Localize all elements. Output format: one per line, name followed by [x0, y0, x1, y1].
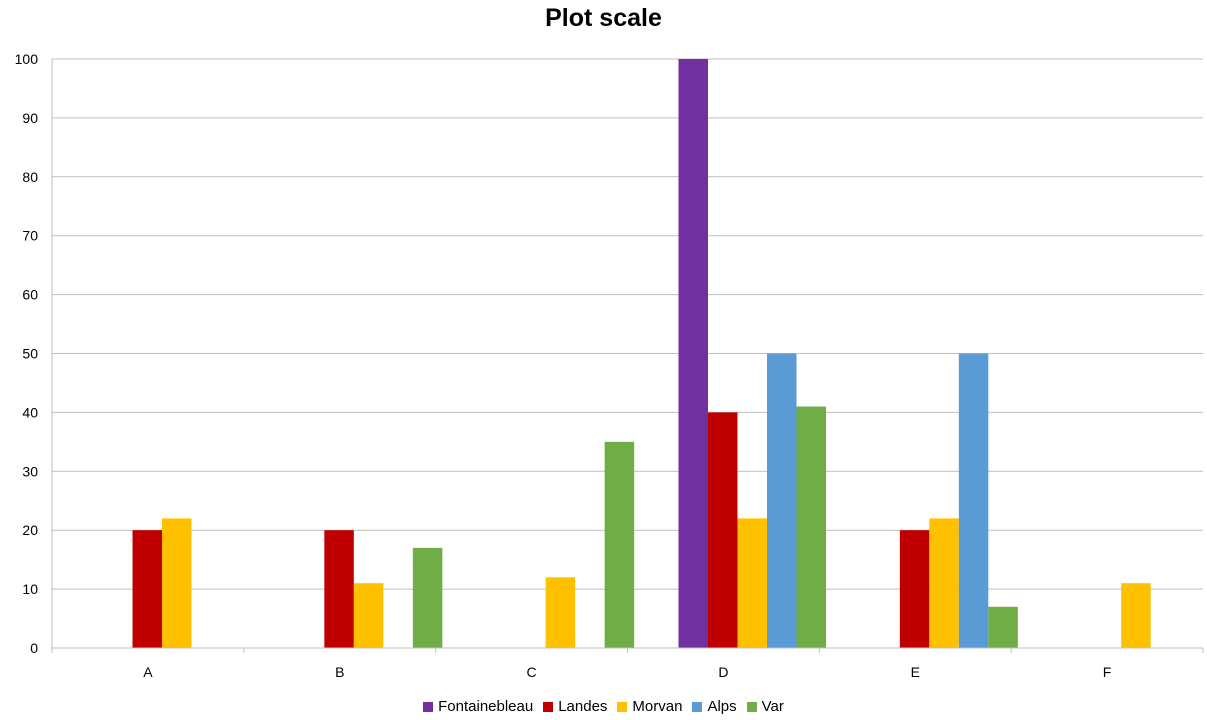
bar-landes-a: [132, 530, 162, 648]
y-tick-label: 60: [22, 287, 38, 303]
legend-item: Morvan: [617, 698, 682, 715]
bar-var-d: [796, 406, 826, 648]
legend-label: Landes: [558, 698, 608, 715]
y-tick-label: 100: [15, 51, 39, 67]
legend-swatch: [543, 701, 554, 712]
bar-morvan-f: [1121, 583, 1151, 648]
bar-morvan-b: [353, 583, 384, 648]
legend-item: Fontainebleau: [423, 698, 533, 715]
x-tick-label: C: [527, 664, 537, 680]
legend-swatch: [423, 701, 434, 712]
bar-morvan-c: [545, 577, 576, 648]
y-tick-label: 80: [22, 169, 38, 185]
y-tick-label: 90: [22, 110, 38, 126]
bar-alps-e: [958, 353, 989, 648]
legend-label: Var: [761, 698, 784, 715]
x-tick-label: D: [718, 664, 728, 680]
bar-landes-e: [899, 530, 930, 648]
y-tick-label: 40: [22, 404, 38, 420]
y-tick-label: 70: [22, 228, 38, 244]
bar-landes-d: [708, 412, 738, 648]
x-tick-label: F: [1103, 664, 1112, 680]
x-tick-label: E: [911, 664, 920, 680]
legend-label: Alps: [707, 698, 737, 715]
bar-var-c: [604, 441, 635, 648]
x-tick-label: B: [335, 664, 344, 680]
y-tick-label: 10: [22, 581, 38, 597]
legend-swatch: [617, 701, 628, 712]
legend-item: Landes: [543, 698, 607, 715]
legend: Fontainebleau Landes Morvan Alps Var: [0, 698, 1207, 715]
legend-item: Var: [746, 698, 784, 715]
bar-var-e: [988, 606, 1018, 648]
legend-label: Morvan: [632, 698, 683, 715]
bar-landes-b: [324, 530, 354, 648]
bar-var-b: [412, 547, 443, 648]
bar-morvan-d: [737, 518, 767, 648]
legend-label: Fontainebleau: [438, 698, 534, 715]
bar-morvan-e: [929, 518, 959, 648]
bar-morvan-a: [162, 518, 192, 648]
bar-alps-d: [767, 353, 797, 648]
legend-swatch: [746, 701, 757, 712]
legend-item: Alps: [692, 698, 737, 715]
x-tick-label: A: [143, 664, 153, 680]
bar-fontainebleau-d: [678, 59, 708, 648]
chart-title: Plot scale: [545, 4, 662, 32]
legend-swatch: [692, 701, 703, 712]
y-tick-label: 0: [30, 640, 38, 656]
y-tick-label: 50: [22, 346, 38, 362]
y-tick-label: 30: [22, 463, 38, 479]
y-tick-label: 20: [22, 522, 38, 538]
